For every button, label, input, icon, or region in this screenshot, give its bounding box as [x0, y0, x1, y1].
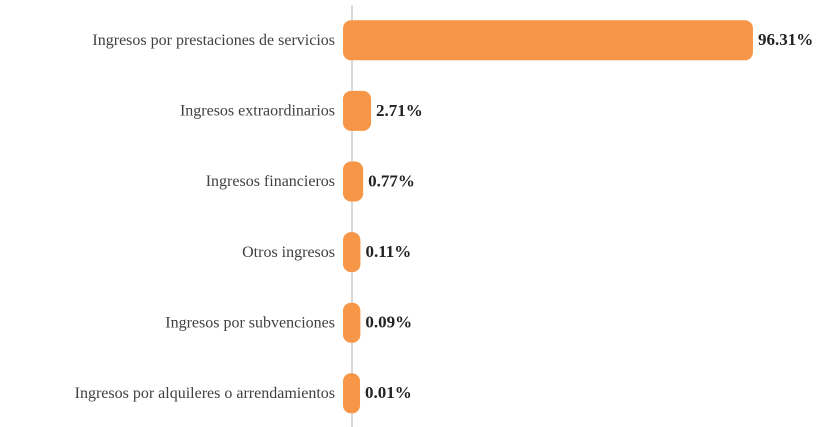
bar	[343, 302, 361, 343]
bar	[343, 20, 753, 61]
value-label: 96.31%	[758, 30, 813, 49]
category-label: Ingresos financieros	[206, 173, 335, 190]
value-label: 0.01%	[365, 383, 412, 402]
category-label: Ingresos por prestaciones de servicios	[92, 32, 335, 49]
value-label: 2.71%	[376, 101, 423, 120]
category-label: Ingresos por subvenciones	[165, 314, 335, 331]
value-label: 0.11%	[365, 242, 411, 261]
value-label: 0.09%	[365, 313, 412, 332]
bar	[343, 90, 372, 131]
value-label: 0.77%	[368, 171, 415, 190]
category-label: Ingresos extraordinarios	[180, 103, 335, 120]
bar	[343, 373, 361, 414]
bar	[343, 161, 364, 202]
category-label: Ingresos por alquileres o arrendamientos	[75, 385, 335, 402]
category-label: Otros ingresos	[242, 244, 335, 261]
bar	[343, 232, 361, 273]
